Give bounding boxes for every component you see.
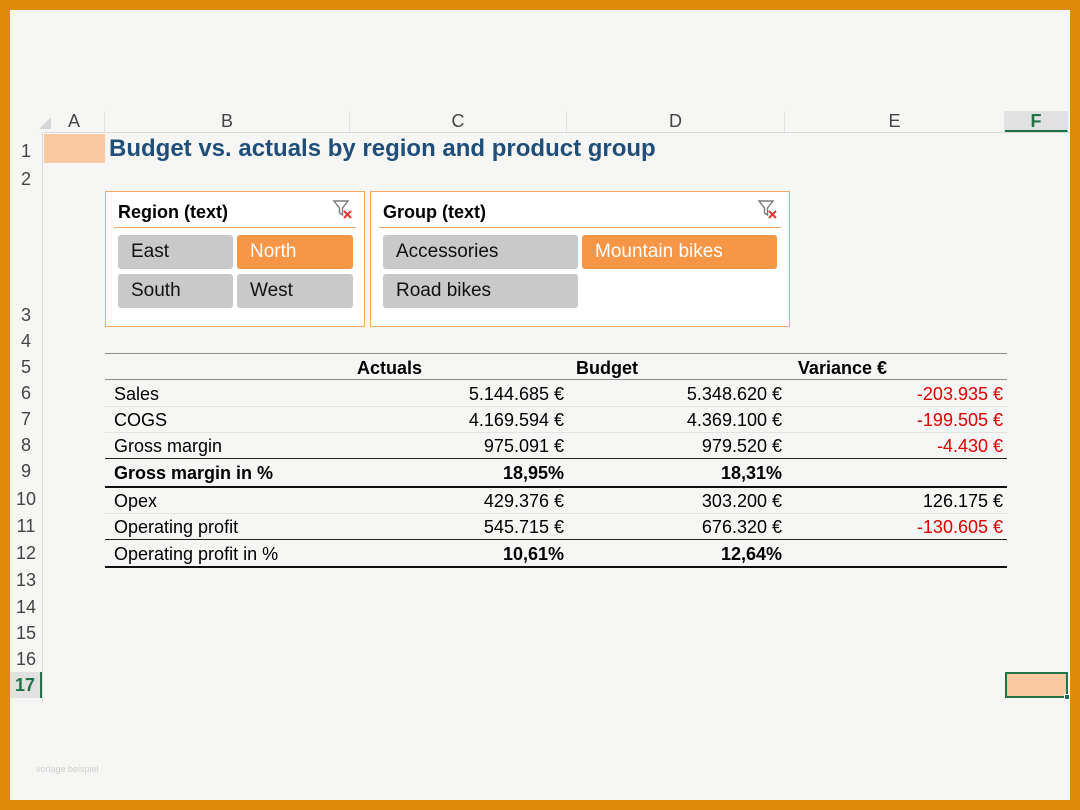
row-header-12[interactable]: 12: [15, 543, 37, 563]
row-header-9[interactable]: 9: [20, 461, 31, 481]
budget-value: 18,31%: [720, 463, 782, 483]
region-slicer-title: Region (text): [118, 202, 228, 222]
table-row: Gross margin in % 18,95% 18,31%: [105, 459, 1007, 485]
variance-value: -203.935 €: [916, 384, 1003, 404]
row-label: Sales: [114, 384, 160, 404]
table-bottom-border: [105, 566, 1007, 568]
spreadsheet-frame: A B C D E F 1 2 3 4 5 6 7 8 9 10 11 12 1…: [10, 10, 1070, 800]
row-label: COGS: [114, 410, 168, 430]
row-header-2[interactable]: 2: [20, 169, 31, 189]
watermark: vorlage beispiel: [36, 764, 99, 774]
row-header-14[interactable]: 14: [15, 597, 37, 617]
slicer-item-south[interactable]: South: [118, 274, 233, 308]
section-divider: [105, 486, 1007, 488]
row-label: Gross margin in %: [114, 463, 274, 483]
variance-value: -4.430 €: [936, 436, 1003, 456]
slicer-item-road-bikes[interactable]: Road bikes: [383, 274, 578, 308]
row-label: Gross margin: [114, 436, 223, 456]
clear-filter-icon[interactable]: [757, 199, 779, 221]
row-header-6[interactable]: 6: [20, 383, 31, 403]
row-divider: [105, 432, 1007, 433]
row-header-11[interactable]: 11: [16, 516, 36, 536]
table-row: Opex 429.376 € 303.200 € 126.175 €: [105, 487, 1007, 513]
region-slicer: Region (text) East North South West: [105, 191, 365, 327]
budget-value: 676.320 €: [701, 517, 782, 537]
column-header-a[interactable]: A: [44, 111, 105, 132]
fill-handle[interactable]: [1064, 694, 1070, 700]
group-slicer-title: Group (text): [383, 202, 486, 222]
slicer-item-west[interactable]: West: [237, 274, 353, 308]
row-header-7[interactable]: 7: [20, 409, 31, 429]
select-all-corner[interactable]: [20, 111, 54, 132]
group-slicer-header: Group (text): [379, 192, 781, 228]
slicer-item-accessories[interactable]: Accessories: [383, 235, 578, 269]
group-slicer: Group (text) Accessories Mountain bikes …: [370, 191, 790, 327]
budget-value: 12,64%: [720, 544, 782, 564]
row-divider: [105, 406, 1007, 407]
actuals-value: 975.091 €: [483, 436, 564, 456]
row-header-divider: [42, 132, 43, 702]
row-divider: [105, 539, 1007, 540]
row-header-1[interactable]: 1: [20, 141, 31, 161]
actuals-value: 545.715 €: [483, 517, 564, 537]
slicer-item-north[interactable]: North: [237, 235, 353, 269]
table-row: Operating profit 545.715 € 676.320 € -13…: [105, 513, 1007, 539]
row-label: Operating profit in %: [114, 544, 279, 564]
column-header-b[interactable]: B: [105, 111, 350, 132]
column-header-d[interactable]: D: [567, 111, 785, 132]
row-header-10[interactable]: 10: [15, 489, 37, 509]
slicer-item-east[interactable]: East: [118, 235, 233, 269]
column-header-c[interactable]: C: [350, 111, 567, 132]
column-header-budget: Budget: [576, 358, 638, 378]
row-divider: [105, 458, 1007, 459]
slicer-item-mountain-bikes[interactable]: Mountain bikes: [582, 235, 777, 269]
row-header-15[interactable]: 15: [15, 623, 37, 643]
clear-filter-icon[interactable]: [332, 199, 354, 221]
actuals-value: 18,95%: [502, 463, 564, 483]
variance-value: -199.505 €: [916, 410, 1003, 430]
budget-value: 5.348.620 €: [686, 384, 782, 404]
column-header-variance: Variance €: [797, 358, 887, 378]
table-row: Gross margin 975.091 € 979.520 € -4.430 …: [105, 432, 1007, 458]
row-divider: [105, 513, 1007, 514]
cell-a1[interactable]: [44, 134, 105, 163]
worksheet: A B C D E F 1 2 3 4 5 6 7 8 9 10 11 12 1…: [10, 10, 1070, 800]
budget-value: 4.369.100 €: [686, 410, 782, 430]
row-header-4[interactable]: 4: [20, 331, 31, 351]
variance-value: -130.605 €: [916, 517, 1003, 537]
region-slicer-header: Region (text): [114, 192, 356, 228]
row-header-13[interactable]: 13: [15, 570, 37, 590]
row-header-17[interactable]: 17: [10, 672, 42, 698]
row-header-3[interactable]: 3: [20, 305, 31, 325]
row-header-8[interactable]: 8: [20, 435, 31, 455]
table-row: Sales 5.144.685 € 5.348.620 € -203.935 €: [105, 380, 1007, 406]
budget-value: 303.200 €: [701, 491, 782, 511]
row-label: Operating profit: [114, 517, 239, 537]
table-top-border: [105, 353, 1007, 354]
actuals-value: 429.376 €: [483, 491, 564, 511]
column-header-actuals: Actuals: [356, 358, 422, 378]
row-header-5[interactable]: 5: [20, 357, 31, 377]
column-header-f[interactable]: F: [1005, 111, 1068, 132]
row-label: Opex: [114, 491, 158, 511]
sheet-title: Budget vs. actuals by region and product…: [109, 135, 656, 162]
table-header-border: [105, 379, 1007, 380]
selected-cell-f17[interactable]: [1005, 672, 1070, 700]
budget-value: 979.520 €: [701, 436, 782, 456]
row-header-16[interactable]: 16: [15, 649, 37, 669]
table-header-row: Actuals Budget Variance €: [105, 354, 1007, 380]
variance-value: 126.175 €: [922, 491, 1003, 511]
column-header-e[interactable]: E: [785, 111, 1005, 132]
actuals-value: 5.144.685 €: [468, 384, 564, 404]
actuals-value: 4.169.594 €: [468, 410, 564, 430]
header-divider: [44, 132, 1070, 133]
actuals-value: 10,61%: [502, 544, 564, 564]
table-row: Operating profit in % 10,61% 12,64%: [105, 540, 1007, 566]
table-row: COGS 4.169.594 € 4.369.100 € -199.505 €: [105, 406, 1007, 432]
